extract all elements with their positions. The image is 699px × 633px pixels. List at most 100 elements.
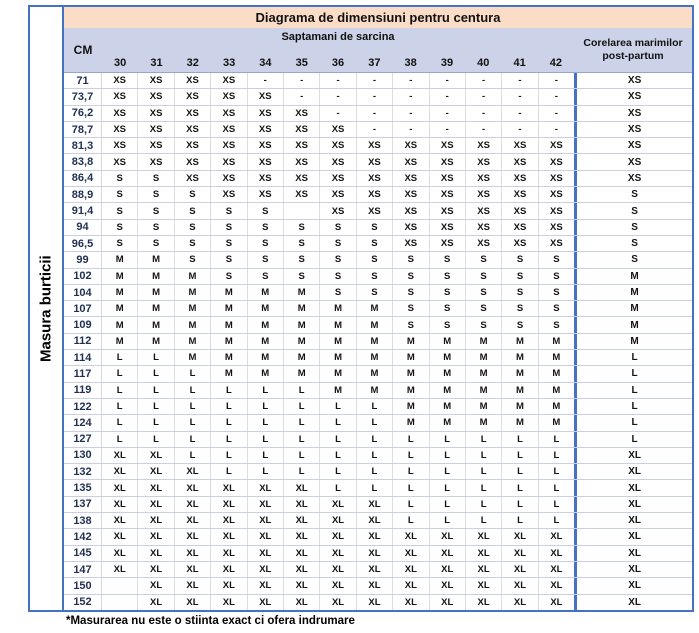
size-cell: XL xyxy=(211,496,248,513)
size-cell: XL xyxy=(138,447,175,464)
cm-value: 91,4 xyxy=(64,203,102,219)
size-cell: L xyxy=(553,466,560,478)
size-cell: XS xyxy=(102,73,139,89)
size-cell: L xyxy=(284,382,321,398)
postpartum-size: S xyxy=(574,203,692,219)
size-cell: XL xyxy=(357,561,394,578)
size-cell: - xyxy=(502,89,539,105)
size-cell: - xyxy=(393,105,430,121)
size-cell: M xyxy=(357,333,394,350)
size-cell: XL xyxy=(138,561,175,578)
size-cell: XS xyxy=(430,138,466,154)
size-cell: S xyxy=(248,235,284,252)
size-cell: S xyxy=(553,287,560,298)
size-cell: M xyxy=(357,366,394,382)
postpartum-size: XL xyxy=(574,529,692,545)
size-cell: XL xyxy=(102,447,139,464)
size-cell: XL xyxy=(357,545,394,561)
size-cell: XL xyxy=(357,578,394,594)
size-cell: XL xyxy=(357,594,394,610)
size-cell: S xyxy=(466,317,503,333)
size-cell: L xyxy=(502,431,539,447)
size-cell: XS xyxy=(248,154,284,170)
size-cell: M xyxy=(393,350,430,366)
size-cell: XS xyxy=(466,154,503,170)
postpartum-size: M xyxy=(574,301,692,317)
cm-value: 76,2 xyxy=(64,105,102,121)
size-cell: XL xyxy=(138,529,175,545)
size-cell: M xyxy=(248,333,284,350)
size-cell: M xyxy=(552,401,561,413)
size-cell: L xyxy=(138,366,175,382)
size-cell: XS xyxy=(248,187,284,203)
size-cell: S xyxy=(175,187,212,203)
size-cell: XS xyxy=(550,140,563,152)
cm-value: 94 xyxy=(64,219,102,235)
size-cell: XL xyxy=(393,545,430,561)
cm-value: 81,3 xyxy=(64,138,102,154)
size-cell: XL xyxy=(138,513,175,529)
size-cell: XS xyxy=(175,89,212,105)
size-cell: - xyxy=(502,121,539,138)
size-cell: S xyxy=(393,252,430,268)
size-cell: S xyxy=(211,219,248,235)
size-cell: L xyxy=(430,480,466,496)
size-cell: M xyxy=(248,317,284,333)
size-cell: L xyxy=(284,464,321,480)
size-cell: M xyxy=(502,382,539,398)
size-cell: S xyxy=(248,203,284,219)
size-cell: M xyxy=(357,350,394,366)
table-row: 91,4 S S S S S XS XS XS XS XS XS XS S xyxy=(64,202,692,219)
size-cell: L xyxy=(393,431,430,447)
size-cell: M xyxy=(466,382,503,398)
size-cell: S xyxy=(138,203,175,219)
size-cell: XS xyxy=(466,219,503,235)
size-cell: XL xyxy=(248,594,284,610)
size-cell: L xyxy=(175,415,212,431)
size-cell: M xyxy=(466,398,503,415)
size-cell: L xyxy=(430,513,466,529)
postpartum-size: XL xyxy=(574,464,692,480)
size-cell: XS xyxy=(211,73,248,89)
postpartum-size: XS xyxy=(574,73,692,89)
size-cell xyxy=(284,203,321,219)
size-cell: XS xyxy=(248,89,284,105)
size-cell: XL xyxy=(284,480,321,496)
size-cell: XS xyxy=(211,187,248,203)
size-cell: - xyxy=(320,89,357,105)
size-cell: XL xyxy=(357,496,394,513)
size-cell: XL xyxy=(320,529,357,545)
size-cell: - xyxy=(320,105,357,121)
size-cell: XL xyxy=(320,513,357,529)
size-cell: S xyxy=(320,219,357,235)
postpartum-size: M xyxy=(574,284,692,301)
week-column-header: 30 xyxy=(114,57,127,69)
size-cell: L xyxy=(320,415,357,431)
cm-value: 142 xyxy=(64,529,102,545)
size-cell: M xyxy=(320,350,357,366)
size-cell: XL xyxy=(175,578,212,594)
size-cell: XS xyxy=(284,105,321,121)
cm-value: 117 xyxy=(64,366,102,382)
size-cell: XL xyxy=(211,594,248,610)
size-cell: M xyxy=(102,268,139,284)
size-cell: XS xyxy=(502,203,539,219)
size-cell: S xyxy=(320,252,357,268)
size-cell: XL xyxy=(550,531,563,543)
size-cell: L xyxy=(102,431,139,447)
size-cell: XS xyxy=(466,235,503,252)
size-cell: S xyxy=(466,284,503,301)
size-cell: XL xyxy=(393,561,430,578)
size-cell: L xyxy=(102,398,139,415)
week-number-row: 30 31 32 33 34 35 36 37 38 39 40 41 42 xyxy=(102,43,574,72)
size-cell: XS xyxy=(502,235,539,252)
cm-value: 96,5 xyxy=(64,235,102,252)
size-cell: XL xyxy=(102,480,139,496)
size-cell: - xyxy=(466,121,503,138)
size-cell: M xyxy=(284,333,321,350)
cm-value: 102 xyxy=(64,268,102,284)
size-cell: L xyxy=(430,447,466,464)
cm-value: 122 xyxy=(64,398,102,415)
size-cell: XL xyxy=(466,545,503,561)
size-cell: M xyxy=(552,352,561,364)
